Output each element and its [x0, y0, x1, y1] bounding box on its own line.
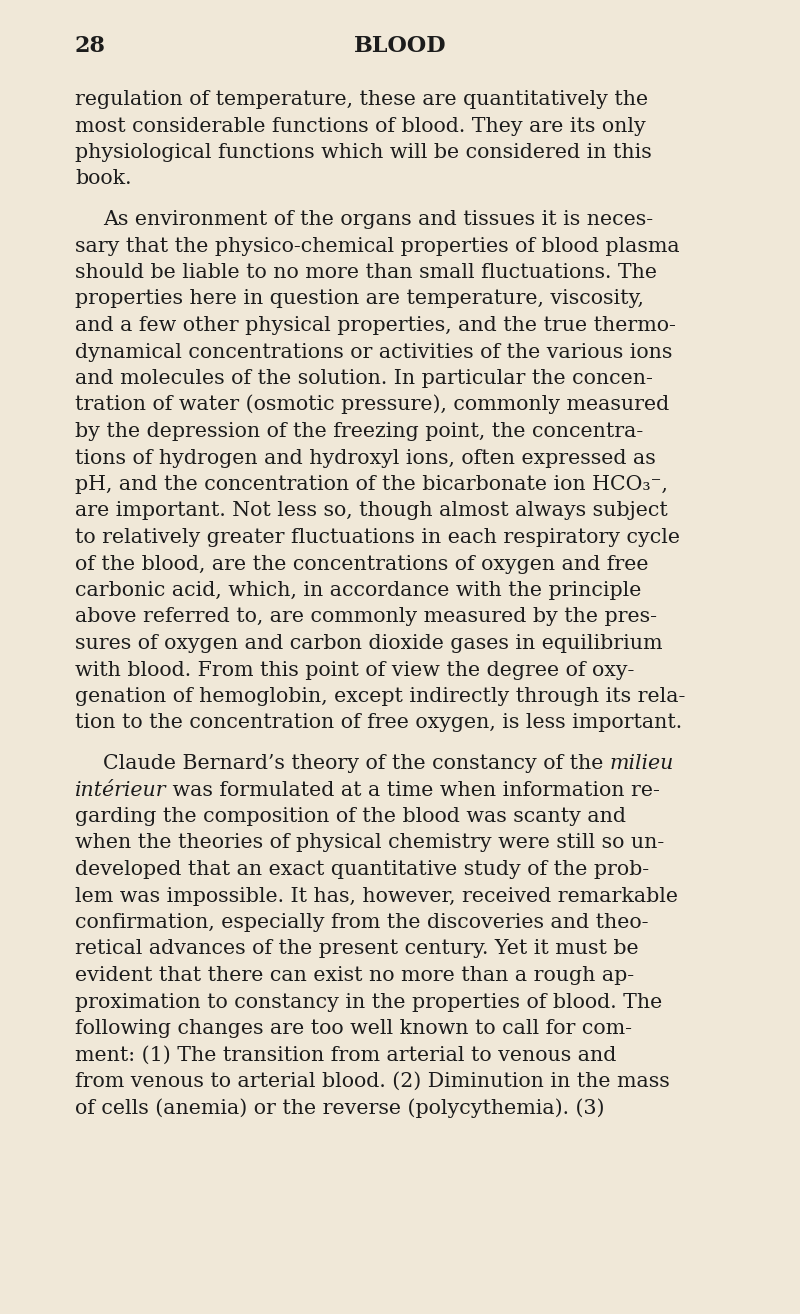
- Text: should be liable to no more than small fluctuations. The: should be liable to no more than small f…: [75, 263, 657, 283]
- Text: sures of oxygen and carbon dioxide gases in equilibrium: sures of oxygen and carbon dioxide gases…: [75, 633, 662, 653]
- Text: 28: 28: [75, 35, 106, 57]
- Text: of the blood, are the concentrations of oxygen and free: of the blood, are the concentrations of …: [75, 555, 649, 573]
- Text: tions of hydrogen and hydroxyl ions, often expressed as: tions of hydrogen and hydroxyl ions, oft…: [75, 448, 656, 468]
- Text: physiological functions which will be considered in this: physiological functions which will be co…: [75, 143, 652, 162]
- Text: As environment of the organs and tissues it is neces-: As environment of the organs and tissues…: [103, 210, 653, 229]
- Text: book.: book.: [75, 170, 131, 188]
- Text: tration of water (osmotic pressure), commonly measured: tration of water (osmotic pressure), com…: [75, 394, 670, 414]
- Text: and molecules of the solution. In particular the concen-: and molecules of the solution. In partic…: [75, 369, 653, 388]
- Text: are important. Not less so, though almost always subject: are important. Not less so, though almos…: [75, 502, 668, 520]
- Text: milieu: milieu: [610, 754, 674, 773]
- Text: from venous to arterial blood. (2) Diminution in the mass: from venous to arterial blood. (2) Dimin…: [75, 1072, 670, 1091]
- Text: with blood. From this point of view the degree of oxy-: with blood. From this point of view the …: [75, 661, 634, 679]
- Text: was formulated at a time when information re-: was formulated at a time when informatio…: [166, 781, 660, 799]
- Text: intérieur: intérieur: [75, 781, 166, 799]
- Text: to relatively greater fluctuations in each respiratory cycle: to relatively greater fluctuations in ea…: [75, 528, 680, 547]
- Text: sary that the physico-chemical properties of blood plasma: sary that the physico-chemical propertie…: [75, 237, 680, 255]
- Text: regulation of temperature, these are quantitatively the: regulation of temperature, these are qua…: [75, 89, 648, 109]
- Text: evident that there can exist no more than a rough ap-: evident that there can exist no more tha…: [75, 966, 634, 986]
- Text: confirmation, especially from the discoveries and theo-: confirmation, especially from the discov…: [75, 913, 649, 932]
- Text: above referred to, are commonly measured by the pres-: above referred to, are commonly measured…: [75, 607, 657, 627]
- Text: properties here in question are temperature, viscosity,: properties here in question are temperat…: [75, 289, 644, 309]
- Text: dynamical concentrations or activities of the various ions: dynamical concentrations or activities o…: [75, 343, 672, 361]
- Text: of cells (anemia) or the reverse (polycythemia). (3): of cells (anemia) or the reverse (polycy…: [75, 1097, 605, 1117]
- Text: pH, and the concentration of the bicarbonate ion HCO₃⁻,: pH, and the concentration of the bicarbo…: [75, 474, 668, 494]
- Text: garding the composition of the blood was scanty and: garding the composition of the blood was…: [75, 807, 626, 827]
- Text: carbonic acid, which, in accordance with the principle: carbonic acid, which, in accordance with…: [75, 581, 642, 600]
- Text: Claude Bernard’s theory of the constancy of the: Claude Bernard’s theory of the constancy…: [103, 754, 610, 773]
- Text: proximation to constancy in the properties of blood. The: proximation to constancy in the properti…: [75, 992, 662, 1012]
- Text: ment: (1) The transition from arterial to venous and: ment: (1) The transition from arterial t…: [75, 1046, 616, 1064]
- Text: most considerable functions of blood. They are its only: most considerable functions of blood. Th…: [75, 117, 646, 135]
- Text: lem was impossible. It has, however, received remarkable: lem was impossible. It has, however, rec…: [75, 887, 678, 905]
- Text: tion to the concentration of free oxygen, is less important.: tion to the concentration of free oxygen…: [75, 714, 682, 732]
- Text: BLOOD: BLOOD: [354, 35, 446, 57]
- Text: genation of hemoglobin, except indirectly through its rela-: genation of hemoglobin, except indirectl…: [75, 687, 686, 706]
- Text: when the theories of physical chemistry were still so un-: when the theories of physical chemistry …: [75, 833, 664, 853]
- Text: retical advances of the present century. Yet it must be: retical advances of the present century.…: [75, 940, 638, 958]
- Text: following changes are too well known to call for com-: following changes are too well known to …: [75, 1018, 632, 1038]
- Text: and a few other physical properties, and the true thermo-: and a few other physical properties, and…: [75, 315, 676, 335]
- Text: by the depression of the freezing point, the concentra-: by the depression of the freezing point,…: [75, 422, 643, 442]
- Text: developed that an exact quantitative study of the prob-: developed that an exact quantitative stu…: [75, 859, 649, 879]
